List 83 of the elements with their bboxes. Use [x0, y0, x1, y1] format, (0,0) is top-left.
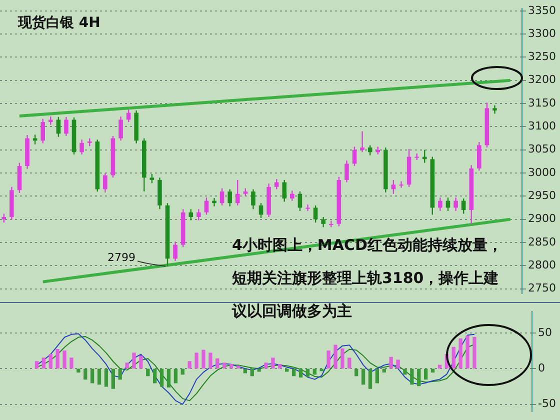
bar: [410, 368, 414, 385]
candlestick: [212, 198, 216, 206]
y-tick-label: 2800: [528, 258, 556, 272]
bar: [417, 368, 421, 386]
bar: [208, 352, 212, 368]
y-tick-label: 0: [538, 361, 546, 374]
candlestick: [360, 131, 364, 152]
bar: [236, 365, 240, 368]
bar: [250, 368, 254, 376]
bar: [111, 368, 115, 389]
bar: [292, 368, 296, 376]
y-tick-label: 3300: [528, 26, 556, 40]
bar: [104, 368, 108, 387]
bar: [354, 368, 358, 376]
bar: [188, 361, 192, 368]
y-tick-label: 2850: [528, 235, 556, 248]
bar: [222, 362, 226, 368]
y-tick-label: 3350: [528, 4, 556, 17]
y-tick-label: 3000: [528, 166, 556, 179]
bar: [229, 364, 234, 368]
bar: [48, 354, 52, 368]
bar: [62, 350, 66, 368]
bar: [298, 368, 303, 378]
text: 现货白银 4H: [18, 14, 100, 32]
y-tick-label: 2900: [528, 212, 556, 226]
y-tick-label: 3050: [528, 142, 556, 156]
bar: [326, 350, 330, 368]
annotation: 2799: [108, 250, 136, 264]
bar: [278, 364, 282, 368]
annotation: 短期关注旗形整理上轨3180，操作上建: [232, 269, 499, 288]
bar: [84, 368, 88, 380]
bar: [389, 356, 393, 368]
bar: [438, 364, 442, 368]
bar: [306, 368, 310, 377]
bar: [166, 368, 171, 388]
bar: [264, 362, 268, 368]
bar: [334, 344, 338, 368]
bar: [174, 368, 178, 384]
bar: [271, 358, 275, 368]
y-tick-label: 3200: [528, 73, 556, 86]
bar: [375, 368, 380, 384]
bar: [194, 352, 198, 368]
bar: [180, 368, 184, 375]
bar: [403, 368, 407, 375]
bar: [90, 368, 94, 384]
bar: [368, 368, 372, 389]
bar: [56, 349, 60, 368]
bar: [216, 358, 220, 368]
bar: [424, 368, 428, 380]
y-tick-label: 3150: [528, 96, 556, 110]
bar: [285, 368, 289, 372]
bar: [153, 368, 157, 384]
bar: [70, 358, 74, 368]
y-tick-label: -50: [538, 397, 556, 410]
annotation: 议以回调做多为主: [232, 302, 352, 321]
bar: [125, 362, 129, 368]
bar: [118, 368, 122, 380]
y-tick-label: 3100: [528, 120, 556, 133]
y-tick-label: 2750: [528, 282, 556, 295]
y-tick-label: 50: [538, 326, 552, 339]
candlestick: [399, 181, 404, 188]
candlestick: [306, 204, 310, 211]
bar: [160, 368, 164, 387]
bar: [396, 360, 400, 368]
bar: [340, 348, 344, 368]
bar: [312, 368, 316, 375]
y-tick-label: 3250: [528, 50, 556, 64]
bar: [146, 368, 150, 376]
bar: [42, 358, 46, 368]
bar: [361, 368, 366, 385]
bar: [139, 355, 143, 368]
bar: [458, 338, 462, 368]
y-tick-label: 2950: [528, 189, 556, 202]
bar: [452, 346, 456, 368]
bar: [348, 358, 352, 368]
bar: [466, 336, 470, 368]
candlestick: [414, 154, 419, 160]
bar: [472, 336, 476, 368]
bar: [202, 350, 206, 368]
bar: [34, 361, 39, 368]
bar: [97, 368, 102, 385]
bar: [132, 352, 136, 368]
bar: [257, 368, 261, 372]
